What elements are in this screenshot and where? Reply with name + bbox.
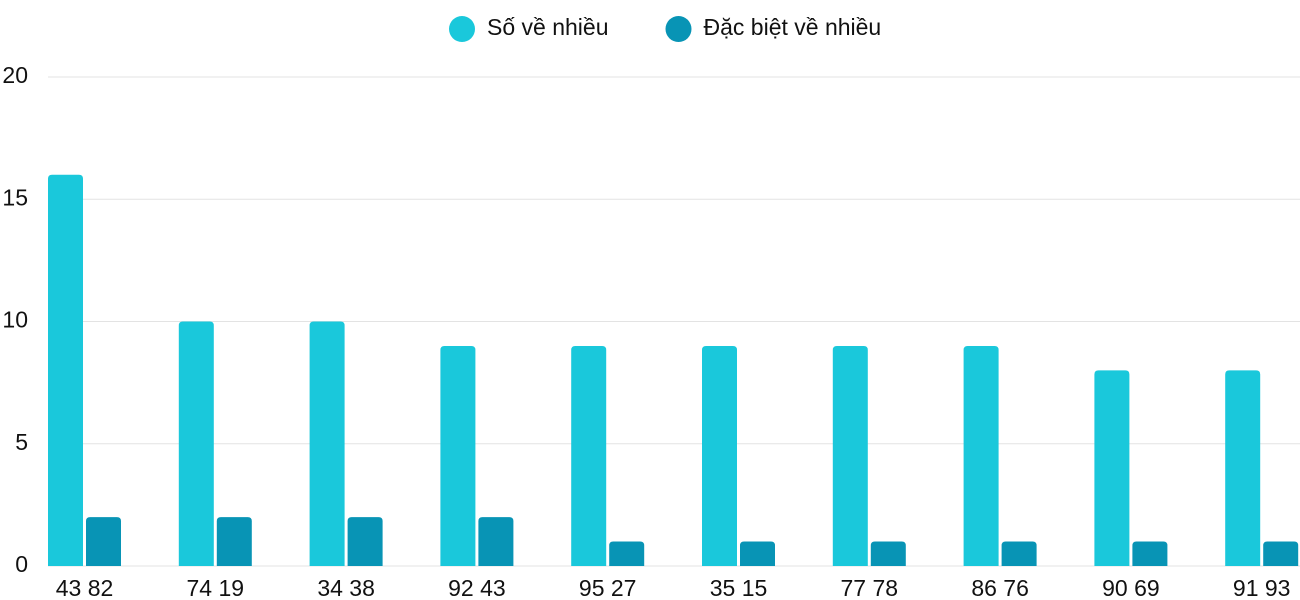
bar [571, 345, 607, 566]
bar [963, 345, 999, 566]
bar [309, 321, 345, 566]
legend-label: Đặc biệt về nhiều [704, 14, 882, 40]
x-tick-label: 74 19 [187, 575, 245, 600]
legend-marker [449, 16, 475, 42]
bar [478, 517, 514, 566]
x-tick-label: 90 69 [1102, 575, 1160, 600]
bar [347, 517, 383, 566]
bar [86, 517, 121, 566]
y-tick-label: 0 [15, 551, 28, 577]
x-tick-label: 86 76 [971, 575, 1029, 600]
bar [870, 541, 906, 566]
y-tick-label: 20 [2, 62, 28, 88]
bar [1263, 541, 1299, 566]
bar [1001, 541, 1037, 566]
x-tick-label: 43 82 [56, 575, 114, 600]
x-tick-label: 95 27 [579, 575, 637, 600]
x-tick-label: 77 78 [841, 575, 899, 600]
bar [48, 174, 83, 567]
x-tick-label: 34 38 [317, 575, 375, 600]
bar [216, 517, 252, 566]
bar [1132, 541, 1168, 566]
bar [702, 345, 737, 566]
y-tick-label: 15 [2, 184, 28, 210]
bar [609, 541, 645, 566]
x-tick-label: 35 15 [710, 575, 768, 600]
bar [178, 321, 214, 566]
bar [1094, 370, 1130, 566]
legend-label: Số về nhiều [487, 14, 608, 40]
bar [440, 345, 476, 566]
y-tick-label: 5 [15, 429, 28, 455]
y-tick-label: 10 [2, 307, 28, 333]
x-tick-label: 91 93 [1233, 575, 1291, 600]
legend-marker [665, 16, 692, 42]
bar [1225, 370, 1261, 566]
x-tick-label: 92 43 [448, 575, 506, 600]
bar [740, 541, 775, 566]
bar [832, 345, 868, 566]
